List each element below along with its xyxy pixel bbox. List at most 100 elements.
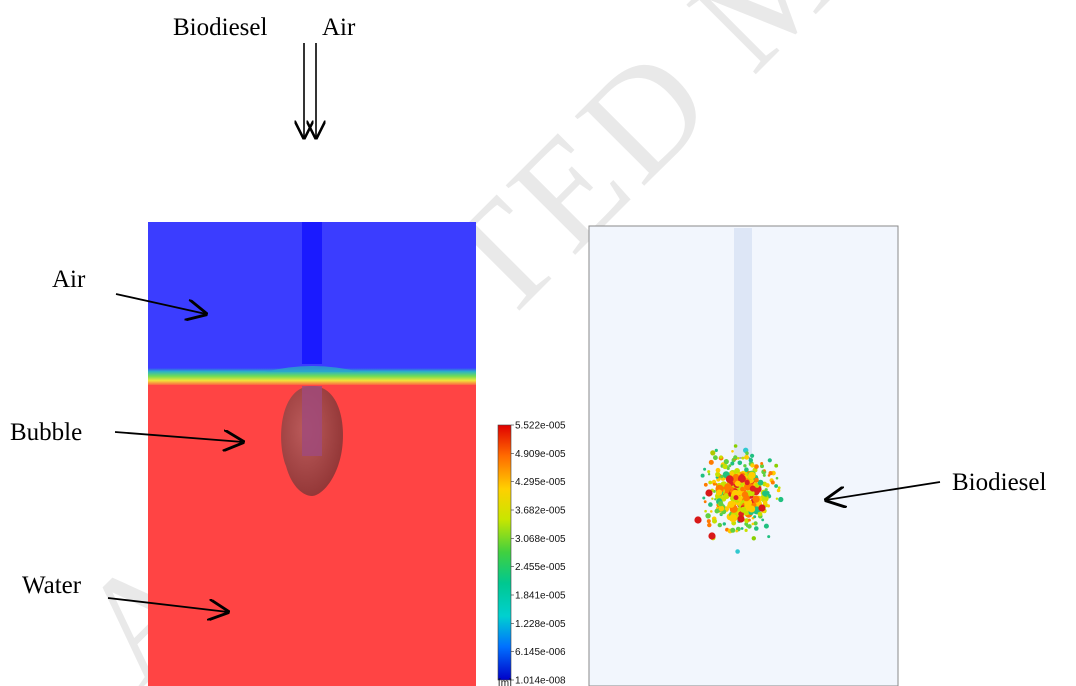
droplet — [710, 450, 716, 456]
droplet — [710, 510, 713, 513]
droplet — [702, 496, 706, 500]
legend-tick-labels: 5.522e-005 4.909e-005 4.295e-005 3.682e-005… — [511, 421, 566, 686]
droplet — [733, 495, 739, 501]
droplet — [731, 450, 734, 453]
inlet-arrows — [304, 43, 316, 138]
legend-tick-label: 3.682e-005 — [515, 506, 566, 517]
droplet — [745, 451, 749, 456]
arrow-bubble — [114, 432, 243, 442]
droplet — [752, 495, 760, 503]
droplet — [753, 515, 757, 519]
droplet — [740, 506, 747, 513]
droplet — [754, 526, 759, 531]
droplet — [733, 444, 738, 448]
legend-tick-label: 6.145e-006 — [515, 647, 566, 658]
inlet-label-air: Air — [322, 14, 356, 41]
droplet — [761, 518, 765, 522]
droplet — [750, 453, 755, 458]
legend-tick-label: 2.455e-005 — [515, 562, 566, 573]
legend-tick-label: 1.841e-005 — [515, 591, 566, 602]
droplet — [712, 518, 717, 524]
droplet — [714, 498, 717, 501]
droplet — [738, 511, 744, 517]
droplet-large — [705, 489, 713, 497]
droplet — [748, 458, 753, 463]
right-particle-panel — [588, 225, 899, 686]
droplet — [748, 505, 756, 513]
droplet — [768, 471, 773, 476]
label-air: Air — [52, 266, 86, 293]
droplet — [722, 522, 726, 526]
droplet — [729, 514, 738, 523]
droplet — [707, 470, 711, 474]
droplet — [744, 455, 749, 460]
droplet — [751, 522, 755, 526]
droplet — [776, 488, 781, 493]
droplet — [777, 486, 781, 490]
droplet — [707, 522, 712, 528]
droplet — [740, 527, 744, 530]
arrow-air — [115, 293, 206, 314]
droplet — [766, 504, 771, 508]
droplet — [721, 497, 727, 502]
droplet — [715, 467, 721, 473]
droplet — [744, 518, 750, 524]
droplet — [711, 497, 714, 500]
droplet — [723, 459, 729, 465]
droplet — [765, 483, 770, 488]
droplet-large — [737, 515, 745, 523]
droplet — [708, 459, 714, 465]
droplet — [746, 524, 749, 528]
droplet — [744, 479, 750, 486]
droplet-large — [708, 532, 716, 540]
droplet — [720, 475, 724, 479]
droplet — [749, 485, 756, 492]
interface-bump — [265, 366, 360, 372]
droplet — [716, 489, 723, 496]
droplet — [713, 455, 718, 461]
droplet — [775, 476, 779, 480]
interface-band — [148, 368, 476, 386]
droplet — [718, 501, 724, 507]
right-nozzle — [734, 228, 752, 458]
droplet — [762, 500, 768, 506]
droplet — [757, 479, 764, 486]
droplet — [700, 473, 705, 478]
droplet-large — [758, 504, 766, 512]
droplet — [763, 523, 769, 529]
droplet — [751, 536, 756, 541]
droplet — [715, 471, 721, 477]
legend-tick-label: 1.014e-008 — [515, 676, 566, 686]
droplet — [708, 480, 713, 485]
droplet — [718, 505, 725, 512]
droplet — [737, 460, 743, 466]
droplet — [703, 467, 707, 471]
droplet — [744, 467, 749, 473]
label-bubble: Bubble — [10, 419, 83, 446]
nozzle-extension-in-bubble — [302, 386, 322, 456]
droplet — [750, 463, 755, 468]
left-contour-panel — [148, 222, 476, 686]
arrow-biodiesel — [826, 481, 941, 500]
droplet — [741, 456, 745, 460]
droplet — [760, 464, 764, 469]
droplet — [729, 471, 735, 477]
inlet-label-biodiesel: Biodiesel — [173, 14, 268, 41]
droplet — [703, 500, 707, 504]
droplet — [708, 502, 713, 507]
droplet — [734, 480, 741, 487]
droplet — [767, 458, 772, 463]
legend-tick-label: 4.295e-005 — [515, 477, 566, 488]
legend-tick-label: 5.522e-005 — [515, 421, 566, 432]
droplet — [706, 519, 711, 524]
label-biodiesel-right: Biodiesel — [952, 469, 1047, 496]
label-arrows — [107, 293, 941, 612]
droplet — [704, 509, 707, 513]
droplet — [763, 469, 766, 472]
droplet — [737, 495, 743, 502]
droplet — [735, 529, 738, 533]
droplet — [734, 468, 740, 474]
droplet — [774, 484, 778, 488]
droplet — [748, 471, 756, 480]
